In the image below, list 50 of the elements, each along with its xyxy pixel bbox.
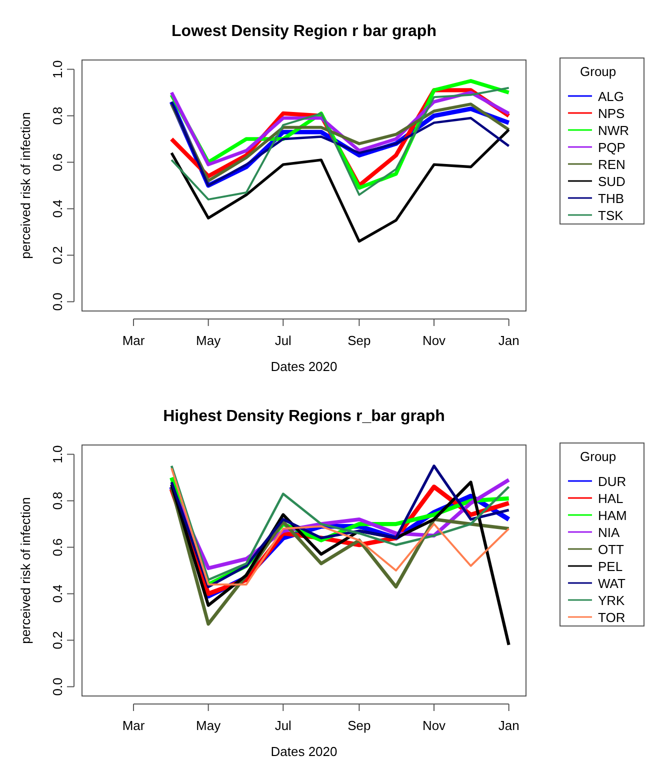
- legend-label: HAL: [598, 491, 624, 506]
- y-axis-title: perceived risk of infection: [18, 112, 33, 259]
- legend-label: NPS: [598, 106, 626, 121]
- legend-label: YRK: [598, 593, 626, 608]
- x-tick-label: Nov: [422, 333, 446, 348]
- legend-label: REN: [598, 157, 626, 172]
- x-tick-label: Mar: [122, 718, 146, 733]
- x-axis-title: Dates 2020: [270, 744, 338, 759]
- x-tick-label: Sep: [348, 718, 371, 733]
- legend-label: OTT: [598, 542, 624, 557]
- legend-label: HAM: [598, 508, 627, 523]
- y-tick-label: 0.2: [50, 631, 65, 650]
- y-tick-label: 0.0: [50, 292, 65, 311]
- x-tick-label: May: [196, 718, 222, 733]
- legend-label: ALG: [598, 89, 624, 104]
- y-tick-label: 0.2: [50, 246, 65, 264]
- x-tick-label: Jan: [498, 333, 520, 348]
- y-tick-label: 0.0: [50, 678, 65, 696]
- legend-title: Group: [580, 64, 616, 79]
- y-axis-title: perceived risk of infection: [18, 497, 33, 644]
- x-tick-label: Jan: [498, 718, 520, 733]
- y-tick-label: 0.4: [50, 584, 65, 603]
- x-tick-label: Nov: [422, 718, 446, 733]
- x-tick-label: Sep: [348, 333, 371, 348]
- x-tick-label: Jul: [274, 333, 292, 348]
- legend-label: WAT: [598, 576, 626, 591]
- y-tick-label: 1.0: [50, 445, 65, 464]
- y-tick-label: 0.6: [50, 153, 65, 172]
- y-tick-label: 1.0: [50, 60, 65, 78]
- legend-label: TOR: [598, 610, 626, 625]
- line-series: [170, 128, 510, 243]
- legend-title: Group: [580, 449, 616, 464]
- legend-label: DUR: [598, 474, 626, 489]
- y-tick-label: 0.4: [50, 200, 65, 218]
- legend-label: SUD: [598, 174, 626, 189]
- legend-label: PEL: [598, 559, 623, 574]
- y-tick-label: 0.6: [50, 538, 65, 556]
- x-tick-label: May: [196, 333, 222, 348]
- legend-label: THB: [598, 191, 624, 206]
- chart-title: Lowest Density Region r bar graph: [172, 23, 436, 40]
- legend-label: NIA: [598, 525, 620, 540]
- y-tick-label: 0.8: [50, 106, 65, 125]
- y-tick-label: 0.8: [50, 492, 65, 510]
- legend-label: TSK: [598, 208, 624, 223]
- x-tick-label: Mar: [122, 333, 146, 348]
- legend-label: NWR: [598, 123, 630, 138]
- legend-label: PQP: [598, 140, 626, 155]
- x-tick-label: Jul: [274, 718, 292, 733]
- chart-title: Highest Density Regions r_bar graph: [163, 408, 445, 425]
- x-axis-title: Dates 2020: [270, 359, 338, 374]
